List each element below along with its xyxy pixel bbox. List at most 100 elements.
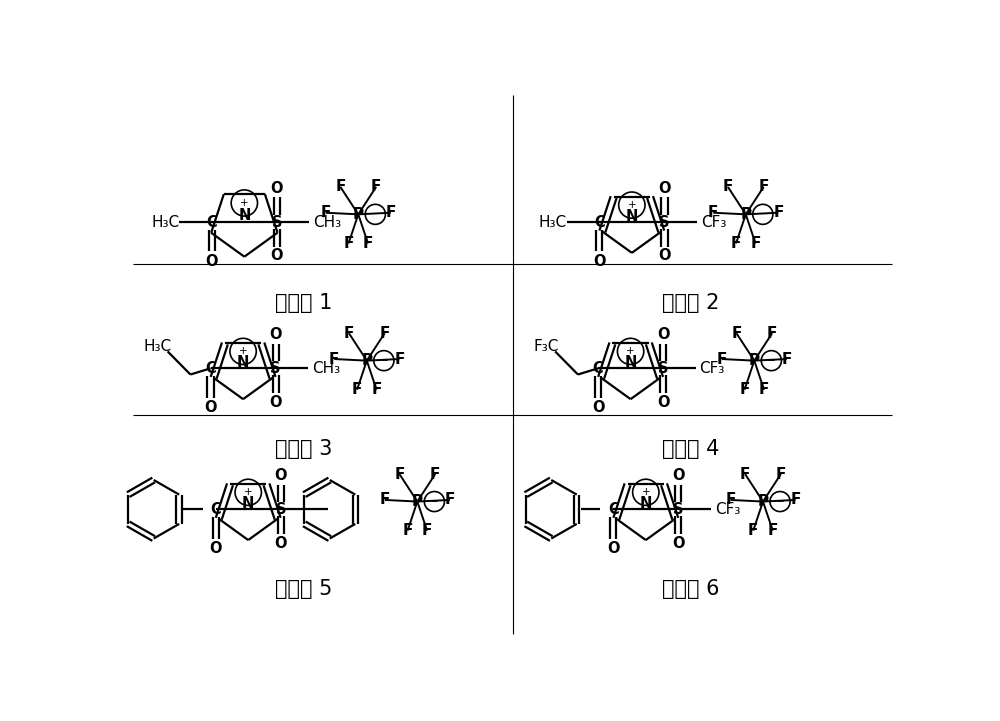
Text: O: O [657, 394, 669, 410]
Text: F: F [740, 466, 750, 482]
Text: F: F [371, 382, 382, 397]
Text: F: F [782, 352, 792, 366]
Text: N: N [624, 355, 637, 371]
Text: F: F [750, 236, 761, 251]
Text: F: F [430, 466, 440, 482]
Text: O: O [592, 400, 604, 415]
Text: +: + [641, 487, 650, 497]
Text: S: S [659, 215, 670, 229]
Text: +: + [240, 198, 249, 208]
Text: F: F [343, 236, 354, 251]
Text: O: O [658, 249, 671, 263]
Text: −: − [430, 497, 439, 507]
Text: +: + [628, 200, 636, 210]
Text: O: O [271, 181, 283, 195]
Text: P: P [412, 494, 423, 509]
Text: F: F [739, 382, 750, 397]
Text: F: F [731, 236, 741, 251]
Text: O: O [204, 400, 217, 415]
Text: −: − [371, 209, 380, 219]
Text: F: F [329, 352, 339, 366]
Text: F: F [790, 492, 801, 508]
Text: F: F [748, 523, 758, 538]
Text: O: O [593, 254, 606, 269]
Text: O: O [658, 181, 671, 195]
Text: P: P [361, 353, 372, 368]
Text: O: O [275, 468, 287, 483]
Text: S: S [673, 502, 684, 517]
Text: CF₃: CF₃ [715, 502, 740, 517]
Text: F: F [758, 180, 769, 195]
Text: +: + [626, 346, 635, 356]
Text: CF₃: CF₃ [701, 215, 726, 229]
Text: C: C [608, 502, 619, 517]
Text: O: O [271, 249, 283, 263]
Text: F: F [363, 236, 373, 251]
Text: F: F [767, 326, 777, 340]
Text: F: F [335, 180, 346, 195]
Text: O: O [275, 536, 287, 551]
Text: F: F [371, 180, 381, 195]
Text: F: F [344, 326, 354, 340]
Text: F: F [717, 352, 727, 366]
Text: F: F [759, 382, 769, 397]
Text: 化合物 4: 化合物 4 [662, 439, 719, 459]
Text: −: − [758, 209, 767, 219]
Text: H₃C: H₃C [539, 215, 567, 229]
Text: 化合物 5: 化合物 5 [275, 580, 332, 599]
Text: F: F [422, 523, 432, 538]
Text: C: C [206, 215, 217, 229]
Text: −: − [776, 497, 784, 507]
Text: H₃C: H₃C [151, 215, 179, 229]
Text: S: S [658, 360, 668, 376]
Text: +: + [239, 346, 247, 356]
Text: C: C [210, 502, 221, 517]
Text: P: P [757, 494, 769, 509]
Text: O: O [672, 468, 685, 483]
Text: −: − [767, 355, 776, 366]
Text: F: F [402, 523, 413, 538]
Text: S: S [276, 502, 286, 517]
Text: N: N [238, 208, 251, 224]
Text: O: O [269, 327, 282, 342]
Text: F: F [380, 492, 390, 508]
Text: S: S [270, 360, 281, 376]
Text: N: N [640, 496, 652, 511]
Text: F: F [723, 180, 733, 195]
Text: O: O [209, 541, 222, 556]
Text: O: O [657, 327, 669, 342]
Text: F: F [776, 466, 786, 482]
Text: 化合物 6: 化合物 6 [662, 580, 720, 599]
Text: +: + [244, 487, 253, 497]
Text: 化合物 1: 化合物 1 [275, 293, 332, 313]
Text: CH₃: CH₃ [312, 360, 340, 376]
Text: C: C [593, 360, 603, 376]
Text: N: N [242, 496, 254, 511]
Text: O: O [206, 254, 218, 269]
Text: −: − [379, 355, 388, 366]
Text: O: O [607, 541, 620, 556]
Text: O: O [672, 536, 685, 551]
Text: C: C [594, 215, 605, 229]
Text: O: O [269, 394, 282, 410]
Text: F₃C: F₃C [534, 340, 559, 354]
Text: 化合物 3: 化合物 3 [275, 439, 332, 459]
Text: F: F [768, 523, 778, 538]
Text: F: F [394, 466, 405, 482]
Text: F: F [394, 352, 405, 366]
Text: S: S [272, 215, 282, 229]
Text: CH₃: CH₃ [313, 215, 341, 229]
Text: F: F [386, 205, 396, 220]
Text: F: F [725, 492, 736, 508]
Text: F: F [773, 205, 784, 220]
Text: P: P [749, 353, 760, 368]
Text: N: N [626, 209, 638, 224]
Text: F: F [731, 326, 742, 340]
Text: F: F [352, 382, 362, 397]
Text: CF₃: CF₃ [700, 360, 725, 376]
Text: F: F [445, 492, 455, 508]
Text: F: F [708, 205, 718, 220]
Text: 化合物 2: 化合物 2 [662, 293, 719, 313]
Text: P: P [740, 207, 751, 222]
Text: N: N [237, 355, 249, 371]
